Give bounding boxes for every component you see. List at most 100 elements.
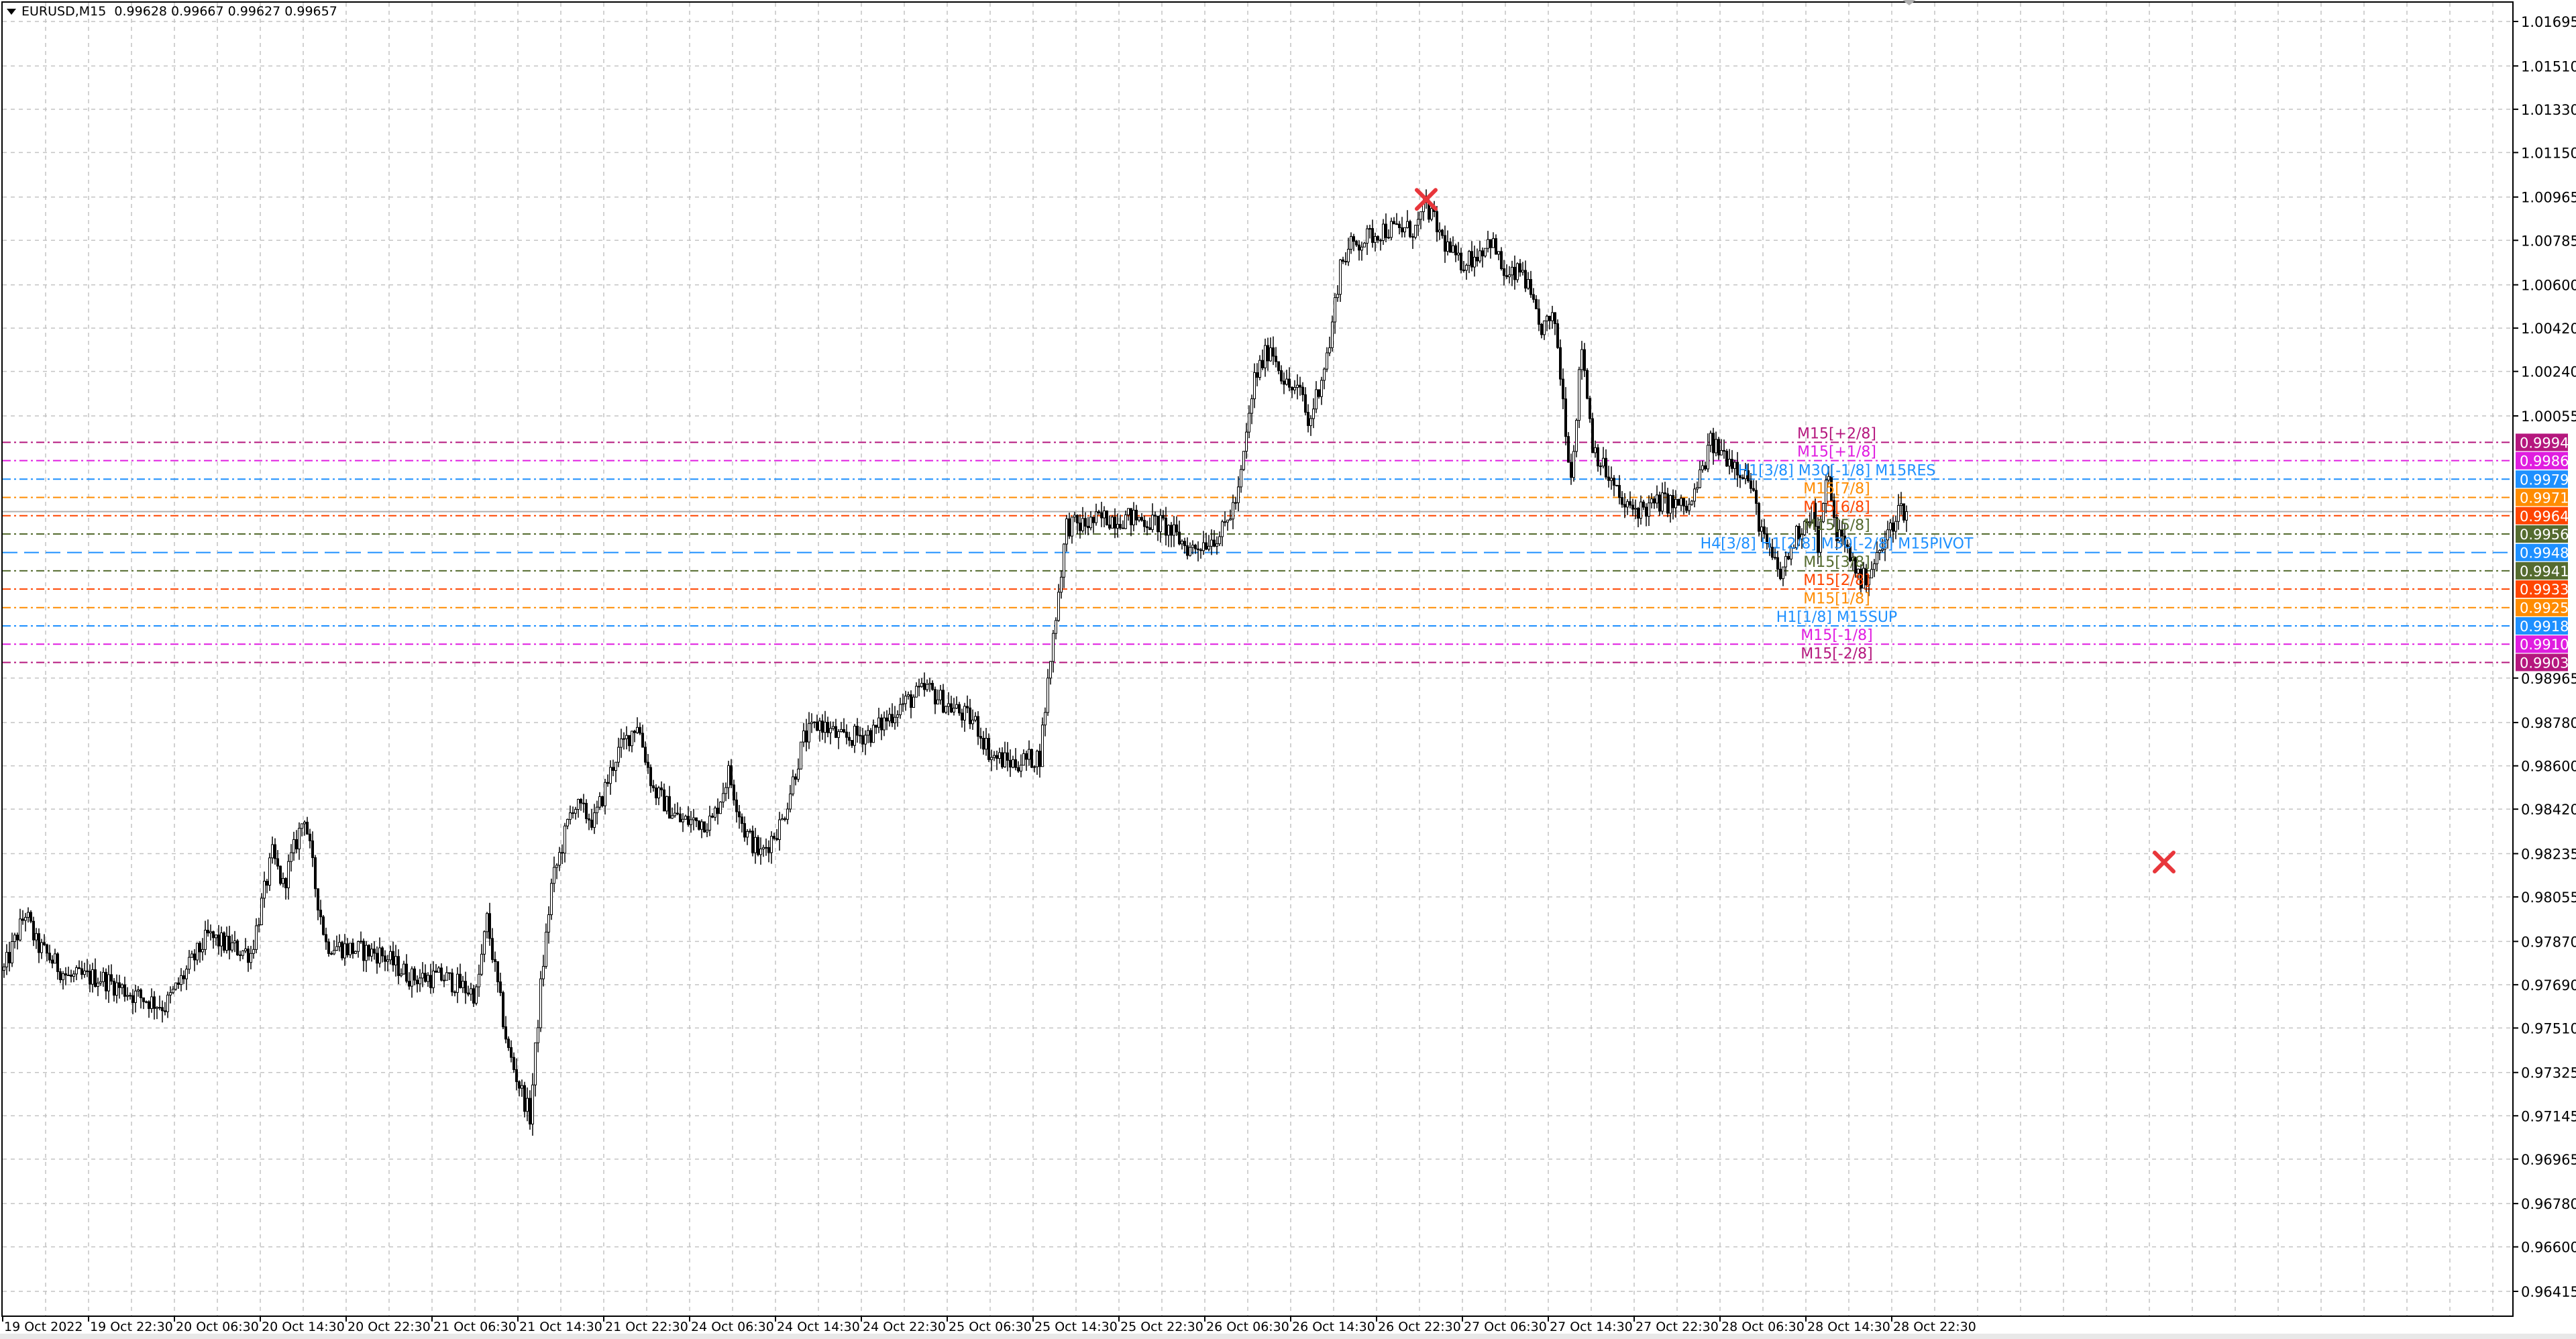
candle-body — [1776, 557, 1779, 570]
candle — [424, 964, 427, 983]
candle-body — [1320, 380, 1323, 397]
time-axis[interactable]: 19 Oct 2022 19 Oct 22:30 20 Oct 06:30 20 Oc… — [2, 1316, 1976, 1334]
candle-body — [1395, 223, 1398, 225]
candle — [330, 951, 333, 955]
candle-body — [1183, 541, 1186, 546]
candle — [1020, 754, 1022, 778]
candle — [1556, 319, 1559, 350]
candle — [1809, 512, 1811, 529]
candle — [564, 822, 566, 863]
triangle-down-icon[interactable] — [7, 9, 16, 15]
candle — [800, 741, 802, 770]
candle-body — [746, 831, 749, 838]
candle-body — [808, 723, 810, 743]
candle — [164, 1002, 166, 1016]
candle — [145, 1000, 148, 1004]
candle — [663, 784, 665, 812]
level-price-badge — [2516, 653, 2568, 672]
candle — [657, 786, 660, 806]
candle-body — [384, 955, 386, 962]
candle — [743, 816, 746, 842]
candle-body — [271, 844, 274, 859]
candle — [1712, 427, 1715, 465]
candle — [762, 845, 765, 857]
candle-body — [1712, 433, 1715, 453]
candle-body — [1591, 418, 1594, 453]
candle-body — [1784, 555, 1787, 568]
candle-body — [470, 988, 472, 995]
candle-body — [250, 953, 252, 963]
candle — [1589, 395, 1591, 423]
candle-body — [502, 992, 504, 1028]
candle — [1001, 747, 1004, 769]
candle-body — [1355, 241, 1358, 246]
level-price-value: 0.99564 — [2520, 527, 2576, 543]
candle — [314, 855, 317, 898]
candle-body — [1057, 592, 1060, 621]
candle-body — [1884, 539, 1886, 550]
candle — [1334, 292, 1336, 334]
candle — [631, 731, 633, 753]
candle — [773, 833, 775, 841]
candle — [1309, 415, 1312, 436]
candle — [1792, 544, 1795, 549]
candle — [496, 961, 499, 993]
candle — [1210, 529, 1213, 555]
candle-body — [352, 943, 354, 954]
candle — [1127, 508, 1130, 521]
candle-body — [1865, 568, 1868, 586]
candle — [97, 977, 99, 996]
candle-body — [1562, 378, 1564, 400]
candle — [561, 844, 564, 865]
candle — [623, 732, 625, 750]
candle-body — [437, 967, 440, 973]
price-axis[interactable]: 1.01695 1.01510 1.01330 1.01150 1.00965 1.007… — [2513, 14, 2576, 1300]
candle-body — [826, 722, 829, 733]
candle-body — [1868, 578, 1870, 586]
candle-body — [349, 943, 352, 955]
candle — [1360, 242, 1363, 261]
candle-body — [191, 953, 193, 958]
candle-body — [35, 933, 38, 941]
candle — [1277, 361, 1280, 375]
level-price-value: 0.99869 — [2520, 453, 2576, 470]
candle-body — [97, 982, 99, 987]
chart-shift-marker-icon[interactable] — [1902, 0, 1916, 5]
candle — [1696, 481, 1699, 493]
candle-body — [1186, 545, 1189, 556]
candle-body — [1208, 545, 1210, 550]
candle-body — [1521, 270, 1524, 273]
candle — [1073, 512, 1076, 523]
candle-body — [647, 761, 649, 768]
candle-body — [303, 822, 306, 824]
candle — [1701, 460, 1704, 473]
candle — [936, 689, 939, 705]
candle-body — [794, 776, 797, 780]
candle — [110, 964, 113, 985]
candle-body — [529, 1097, 531, 1125]
candle-body — [1637, 508, 1640, 519]
candle — [1358, 240, 1360, 261]
candle-body — [1342, 259, 1344, 262]
candle — [499, 972, 502, 996]
candle — [1519, 259, 1521, 277]
candle-body — [577, 799, 580, 810]
candle — [89, 964, 91, 993]
level-label: M15[-1/8] — [1801, 627, 1873, 644]
candle — [1165, 506, 1167, 546]
level-price-value: 0.99335 — [2520, 582, 2576, 598]
candle — [708, 806, 711, 837]
candle-body — [1403, 227, 1406, 233]
candle — [1886, 521, 1889, 549]
candle — [1535, 295, 1538, 309]
candle — [993, 751, 996, 761]
candle-body — [1640, 501, 1642, 519]
candle — [1336, 285, 1339, 302]
candle-body — [1025, 753, 1028, 760]
candle — [1677, 498, 1680, 506]
price-tick-label: 1.01510 — [2521, 58, 2576, 74]
candle-body — [775, 838, 778, 841]
level-price-value: 0.99487 — [2520, 545, 2576, 561]
candle-body — [1538, 308, 1540, 325]
